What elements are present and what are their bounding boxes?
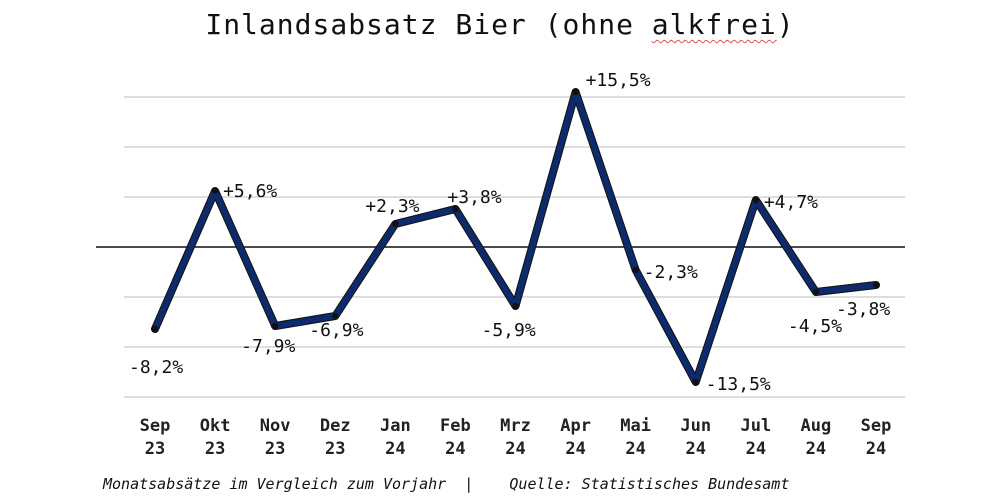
- data-point: [632, 266, 639, 274]
- data-label: -4,5%: [788, 316, 842, 337]
- x-tick-label-year: 24: [806, 439, 826, 459]
- x-tick-label-month: Okt: [200, 416, 231, 436]
- x-tick-label-month: Jun: [680, 416, 711, 436]
- data-point: [872, 281, 880, 289]
- data-point: [211, 187, 219, 195]
- data-label: -6,9%: [309, 320, 363, 341]
- chart-title-main: Inlandsabsatz Bier (ohne: [205, 8, 652, 41]
- data-point: [812, 288, 820, 296]
- x-tick-label-month: Apr: [560, 416, 591, 436]
- data-point: [332, 312, 339, 320]
- data-point: [392, 220, 399, 228]
- data-label: -8,2%: [129, 357, 183, 378]
- x-tick-label-month: Dez: [320, 416, 351, 436]
- data-label: -5,9%: [482, 320, 536, 341]
- footer-note: Monatsabsätze im Vergleich zum Vorjahr: [103, 475, 447, 493]
- data-label: +4,7%: [764, 192, 818, 213]
- chart-title-underlined-word: alkfrei: [651, 8, 777, 41]
- data-point: [692, 378, 699, 386]
- x-tick-label-month: Mai: [620, 416, 651, 436]
- x-tick-label-month: Sep: [140, 416, 171, 436]
- x-tick-label-year: 24: [385, 439, 405, 459]
- data-label: +2,3%: [365, 196, 419, 217]
- x-tick-label-month: Jan: [380, 416, 411, 436]
- data-point: [752, 196, 760, 204]
- x-tick-label-year: 24: [445, 439, 465, 459]
- series-layer: [151, 88, 880, 386]
- x-tick-label-month: Nov: [260, 416, 291, 436]
- x-tick-label-month: Jul: [740, 416, 771, 436]
- x-axis-tick-layer: Sep 23 Okt 23 Nov 23 Dez 23 Jan 24 Feb 24 Mrz 24 Apr 24…: [140, 416, 892, 459]
- chart-title-end: ): [776, 8, 795, 41]
- x-tick-label-month: Mrz: [500, 416, 531, 436]
- data-label: +5,6%: [223, 181, 277, 202]
- data-label-layer: -8,2% +5,6% -7,9% -6,9% +2,3% +3,8% -5,9% +15,5…: [129, 70, 890, 395]
- x-tick-label-year: 23: [325, 439, 345, 459]
- x-tick-label-month: Aug: [801, 416, 832, 436]
- x-tick-label-year: 23: [145, 439, 165, 459]
- data-point: [452, 205, 459, 213]
- x-tick-label-year: 24: [505, 439, 525, 459]
- x-tick-label-year: 24: [746, 439, 766, 459]
- x-tick-label-year: 24: [565, 439, 585, 459]
- data-label: +15,5%: [586, 70, 651, 91]
- data-label: -7,9%: [241, 336, 295, 357]
- line-chart: -8,2% +5,6% -7,9% -6,9% +2,3% +3,8% -5,9% +15,5…: [96, 70, 905, 459]
- data-label: -2,3%: [644, 262, 698, 283]
- x-tick-label-month: Feb: [440, 416, 471, 436]
- data-label: -13,5%: [706, 374, 771, 395]
- x-tick-label-year: 24: [625, 439, 645, 459]
- chart-footer: Monatsabsätze im Vergleich zum Vorjahr |…: [103, 475, 789, 493]
- footer-separator: |: [464, 475, 474, 493]
- data-point: [572, 88, 579, 96]
- data-point: [271, 322, 279, 330]
- footer-source: Quelle: Statistisches Bundesamt: [509, 475, 790, 493]
- x-tick-label-year: 24: [866, 439, 886, 459]
- chart-title: Inlandsabsatz Bier (ohne alkfrei): [0, 8, 1000, 41]
- data-point: [151, 325, 159, 333]
- x-tick-label-month: Sep: [861, 416, 892, 436]
- data-label: +3,8%: [447, 187, 501, 208]
- x-tick-label-year: 24: [686, 439, 706, 459]
- data-point: [512, 302, 519, 310]
- data-label: -3,8%: [836, 299, 890, 320]
- x-tick-label-year: 23: [205, 439, 225, 459]
- x-tick-label-year: 23: [265, 439, 285, 459]
